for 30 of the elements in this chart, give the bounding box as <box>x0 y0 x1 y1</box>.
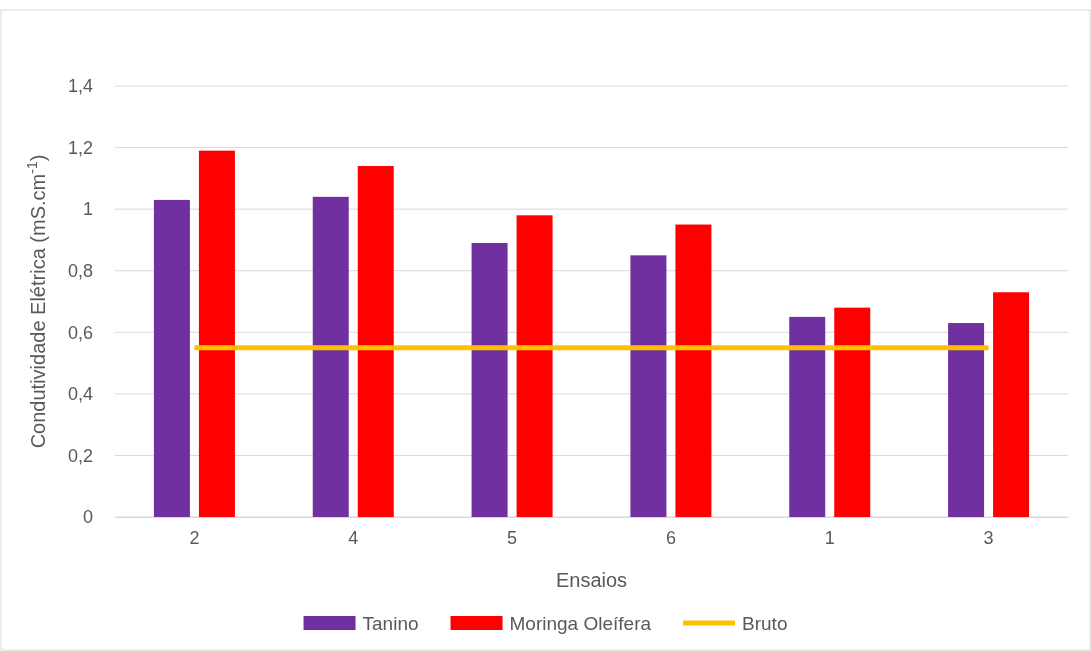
bar <box>198 150 235 517</box>
y-tick-label: 1 <box>82 199 93 220</box>
bar <box>948 323 985 517</box>
y-tick-label: 0,2 <box>67 445 93 466</box>
x-tick-label: 4 <box>348 527 359 548</box>
legend-label: Moringa Oleífera <box>509 613 652 634</box>
bar <box>675 224 712 517</box>
y-tick-label: 1,2 <box>67 137 93 158</box>
y-tick-label: 0,6 <box>67 322 93 343</box>
x-tick-label: 1 <box>824 527 835 548</box>
legend-label: Bruto <box>742 613 788 634</box>
bar <box>834 307 871 517</box>
y-tick-label: 0,8 <box>67 260 93 281</box>
bar <box>357 166 394 517</box>
y-tick-label: 1,4 <box>67 76 93 97</box>
y-tick-label: 0 <box>82 507 93 528</box>
x-tick-label: 6 <box>665 527 676 548</box>
x-tick-label: 3 <box>983 527 994 548</box>
bar <box>153 199 190 517</box>
bar <box>993 292 1030 517</box>
x-tick-label: 5 <box>507 527 518 548</box>
bar <box>789 316 826 517</box>
bar <box>630 255 667 517</box>
y-tick-label: 0,4 <box>67 384 93 405</box>
bar <box>516 215 553 517</box>
legend-label: Tanino <box>362 613 419 634</box>
bar <box>312 196 349 517</box>
bar <box>471 243 508 517</box>
x-axis-title: Ensaios <box>555 569 628 591</box>
x-tick-label: 2 <box>189 527 200 548</box>
